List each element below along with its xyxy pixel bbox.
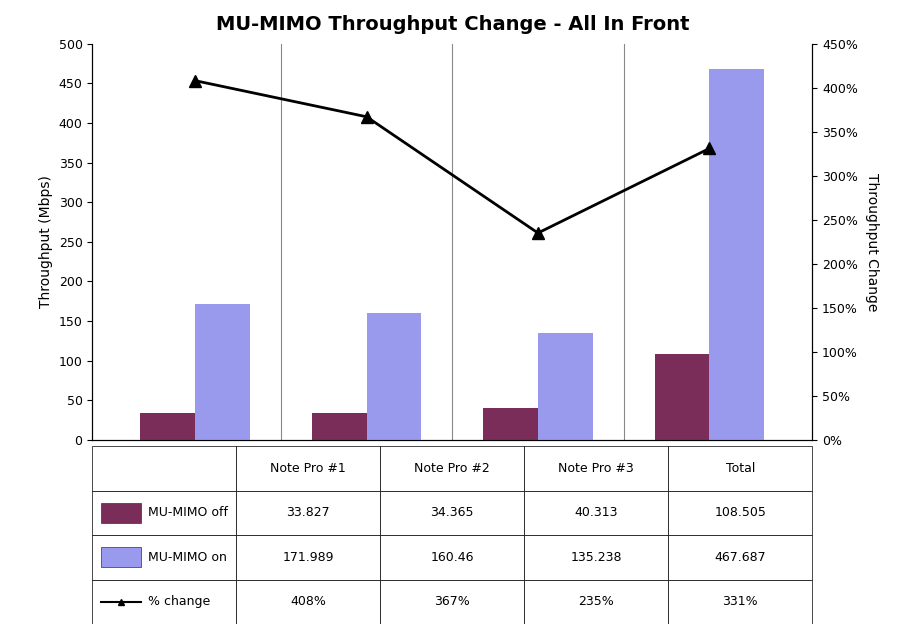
Bar: [366, 313, 422, 440]
Bar: [312, 412, 366, 440]
Bar: [483, 408, 538, 440]
Text: % change: % change: [149, 595, 210, 608]
Bar: [195, 304, 250, 440]
Y-axis label: Throughput Change: Throughput Change: [865, 173, 879, 311]
Title: MU-MIMO Throughput Change - All In Front: MU-MIMO Throughput Change - All In Front: [215, 15, 689, 34]
Bar: [538, 333, 593, 440]
Y-axis label: Throughput (Mbps): Throughput (Mbps): [39, 175, 53, 308]
Text: MU-MIMO off: MU-MIMO off: [149, 506, 229, 519]
Text: MU-MIMO on: MU-MIMO on: [149, 551, 227, 564]
Bar: [654, 354, 710, 440]
Bar: [710, 69, 764, 440]
Bar: [140, 413, 195, 440]
